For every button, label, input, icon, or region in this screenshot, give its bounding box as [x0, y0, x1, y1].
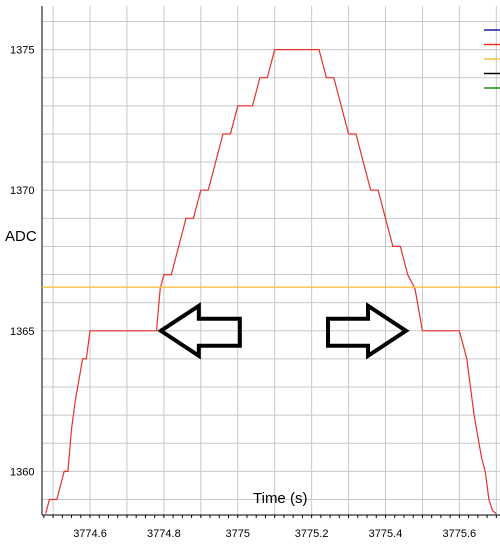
vertical-gridlines [52, 6, 497, 515]
x-tick-labels: 3774.6 3774.8 3775 3775.2 3775.4 3775.6 [73, 528, 476, 540]
arrow-right-icon [326, 302, 410, 360]
series-layer [42, 48, 500, 515]
x-tick-label: 3774.6 [73, 528, 107, 540]
legend[interactable] [484, 29, 500, 89]
y-tick-label: 1365 [10, 326, 34, 338]
x-tick-label: 3774.8 [147, 528, 181, 540]
y-tick-label: 1370 [10, 185, 34, 197]
y-tick-labels: 1375 1370 1365 1360 [10, 45, 34, 479]
x-tick-label: 3775.6 [443, 528, 477, 540]
x-tick-label: 3775.2 [295, 528, 329, 540]
x-tick-label: 3775 [226, 528, 250, 540]
y-tick-label: 1360 [10, 466, 34, 478]
annotations [157, 302, 410, 360]
y-tick-label: 1375 [10, 45, 34, 57]
y-axis-title: ADC [5, 228, 37, 245]
x-tick-label: 3775.4 [369, 528, 403, 540]
series-line-1 [45, 48, 497, 515]
arrow-left-icon [157, 302, 242, 360]
x-axis-title: Time (s) [253, 490, 307, 507]
horizontal-gridlines [42, 20, 500, 501]
